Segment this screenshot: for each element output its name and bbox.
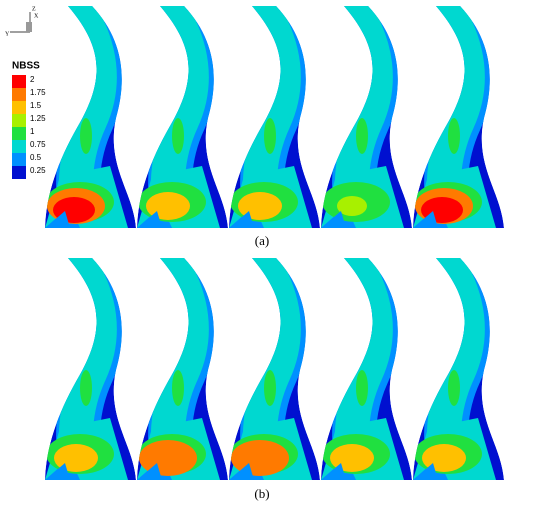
axis-triad: Z X Y bbox=[5, 6, 39, 37]
contour-zone bbox=[63, 455, 85, 469]
contour-zone bbox=[431, 455, 453, 469]
legend-label: 0.25 bbox=[30, 166, 46, 175]
inlet-region bbox=[413, 463, 438, 480]
blade-contour bbox=[137, 1, 228, 228]
axis-label: Y bbox=[5, 31, 10, 37]
axis-label: X bbox=[34, 13, 39, 19]
blade-contour bbox=[137, 253, 228, 480]
inlet-region bbox=[321, 211, 346, 228]
legend-label: 1.5 bbox=[30, 101, 42, 110]
inlet-region bbox=[137, 463, 162, 480]
legend-label: 2 bbox=[30, 75, 35, 84]
blade-contour bbox=[413, 253, 504, 480]
legend-label: 1.75 bbox=[30, 88, 46, 97]
panel-label: (a) bbox=[255, 233, 269, 248]
blade-contour bbox=[229, 1, 320, 228]
legend: NBSS 2 1.75 1.5 1.25 1 0.75 0.5 0.25 bbox=[12, 61, 46, 179]
legend-swatch bbox=[12, 140, 26, 153]
contour-panels bbox=[45, 1, 504, 480]
inlet-region bbox=[137, 211, 162, 228]
blade-contour bbox=[321, 1, 412, 228]
inlet-region bbox=[321, 463, 346, 480]
contour-zone bbox=[155, 203, 177, 217]
contour-zone bbox=[337, 196, 367, 216]
panel-label: (b) bbox=[254, 486, 269, 501]
legend-label: 1 bbox=[30, 127, 35, 136]
blade-contour bbox=[45, 253, 136, 480]
legend-title: NBSS bbox=[12, 61, 40, 72]
legend-label: 0.75 bbox=[30, 140, 46, 149]
contour-zone bbox=[339, 455, 361, 469]
legend-swatch bbox=[12, 127, 26, 140]
inlet-region bbox=[229, 463, 254, 480]
blade-contour bbox=[45, 1, 136, 228]
legend-label: 1.25 bbox=[30, 114, 46, 123]
legend-swatch bbox=[12, 75, 26, 88]
legend-swatch bbox=[12, 114, 26, 127]
inlet-region bbox=[229, 211, 254, 228]
axis-label: Z bbox=[32, 6, 36, 12]
inlet-region bbox=[45, 211, 70, 228]
inlet-region bbox=[45, 463, 70, 480]
blade-contour bbox=[413, 1, 504, 228]
blade-contour bbox=[321, 253, 412, 480]
legend-label: 0.5 bbox=[30, 153, 42, 162]
inlet-region bbox=[413, 211, 438, 228]
legend-swatch bbox=[12, 166, 26, 179]
legend-swatch bbox=[12, 153, 26, 166]
legend-swatch bbox=[12, 101, 26, 114]
legend-swatch bbox=[12, 88, 26, 101]
blade-contour bbox=[229, 253, 320, 480]
